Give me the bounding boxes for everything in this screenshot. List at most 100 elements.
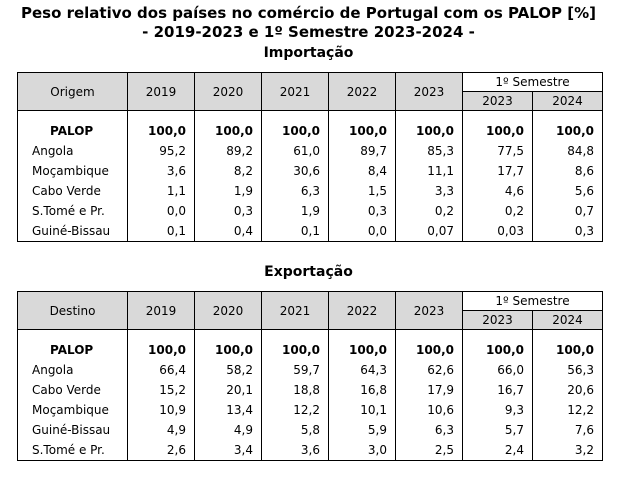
value-cell: 100,0: [395, 340, 463, 360]
value-cell: 2,5: [395, 440, 463, 461]
value-cell: 100,0: [328, 121, 396, 141]
country-name-cell: Guiné-Bissau: [17, 420, 128, 440]
value-cell: 3,3: [395, 181, 463, 201]
country-name-cell: Cabo Verde: [17, 181, 128, 201]
spacer-cell: [328, 329, 396, 340]
value-cell: 30,6: [261, 161, 329, 181]
value-cell: 0,3: [532, 221, 603, 242]
report-title-line2: - 2019-2023 e 1º Semestre 2023-2024 -: [142, 23, 475, 41]
spacer-cell: [17, 110, 128, 121]
value-cell: 20,1: [194, 380, 262, 400]
export-year-header: 2019: [127, 291, 195, 330]
value-cell: 8,4: [328, 161, 396, 181]
value-cell: 5,6: [532, 181, 603, 201]
value-cell: 0,4: [194, 221, 262, 242]
value-cell: 4,6: [462, 181, 533, 201]
value-cell: 66,4: [127, 360, 195, 380]
value-cell: 85,3: [395, 141, 463, 161]
spacer-cell: [462, 329, 533, 340]
value-cell: 7,6: [532, 420, 603, 440]
value-cell: 0,0: [127, 201, 195, 221]
import-year-header: 2019: [127, 72, 195, 111]
country-name-cell: Angola: [17, 360, 128, 380]
export-year-header: 2022: [328, 291, 396, 330]
value-cell: 0,3: [194, 201, 262, 221]
value-cell: 9,3: [462, 400, 533, 420]
value-cell: 64,3: [328, 360, 396, 380]
country-name-cell: S.Tomé e Pr.: [17, 201, 128, 221]
export-heading: Exportação: [264, 264, 353, 280]
value-cell: 12,2: [532, 400, 603, 420]
value-cell: 2,6: [127, 440, 195, 461]
import-semester-year-header: 2023: [462, 91, 533, 111]
value-cell: 0,0: [328, 221, 396, 242]
spacer-cell: [17, 329, 128, 340]
value-cell: 5,7: [462, 420, 533, 440]
value-cell: 6,3: [395, 420, 463, 440]
value-cell: 0,2: [395, 201, 463, 221]
value-cell: 1,5: [328, 181, 396, 201]
value-cell: 20,6: [532, 380, 603, 400]
value-cell: 100,0: [462, 121, 533, 141]
import-origin-header: Origem: [17, 72, 128, 111]
spacer-cell: [261, 329, 329, 340]
value-cell: 12,2: [261, 400, 329, 420]
value-cell: 0,3: [328, 201, 396, 221]
country-name-cell: Angola: [17, 141, 128, 161]
spacer-cell: [462, 110, 533, 121]
value-cell: 6,3: [261, 181, 329, 201]
value-cell: 10,9: [127, 400, 195, 420]
country-name-cell: PALOP: [17, 121, 128, 141]
value-cell: 62,6: [395, 360, 463, 380]
spacer-cell: [395, 329, 463, 340]
value-cell: 3,6: [261, 440, 329, 461]
value-cell: 17,9: [395, 380, 463, 400]
country-name-cell: PALOP: [17, 340, 128, 360]
export-semester-header: 1º Semestre: [462, 291, 603, 311]
value-cell: 77,5: [462, 141, 533, 161]
import-year-header: 2023: [395, 72, 463, 111]
value-cell: 0,2: [462, 201, 533, 221]
value-cell: 16,7: [462, 380, 533, 400]
value-cell: 56,3: [532, 360, 603, 380]
value-cell: 84,8: [532, 141, 603, 161]
table-row: Guiné-Bissau 0,1 0,4 0,1 0,0 0,07 0,03 0,3: [17, 221, 603, 242]
value-cell: 61,0: [261, 141, 329, 161]
table-row: PALOP 100,0 100,0 100,0 100,0 100,0 100,0 100,0: [17, 121, 603, 141]
value-cell: 4,9: [127, 420, 195, 440]
value-cell: 11,1: [395, 161, 463, 181]
value-cell: 100,0: [194, 340, 262, 360]
table-row: Angola 95,2 89,2 61,0 89,7 85,3 77,5 84,8: [17, 141, 603, 161]
value-cell: 100,0: [261, 121, 329, 141]
spacer-cell: [328, 110, 396, 121]
value-cell: 15,2: [127, 380, 195, 400]
value-cell: 5,9: [328, 420, 396, 440]
export-year-header: 2021: [261, 291, 329, 330]
value-cell: 59,7: [261, 360, 329, 380]
value-cell: 18,8: [261, 380, 329, 400]
value-cell: 100,0: [127, 121, 195, 141]
spacer-cell: [532, 329, 603, 340]
value-cell: 100,0: [395, 121, 463, 141]
value-cell: 16,8: [328, 380, 396, 400]
country-name-cell: Moçambique: [17, 400, 128, 420]
table-row: Moçambique 3,6 8,2 30,6 8,4 11,1 17,7 8,6: [17, 161, 603, 181]
value-cell: 100,0: [328, 340, 396, 360]
table-row: Moçambique 10,9 13,4 12,2 10,1 10,6 9,3 12,2: [17, 400, 603, 420]
table-row: PALOP 100,0 100,0 100,0 100,0 100,0 100,0 100,0: [17, 340, 603, 360]
country-name-cell: Moçambique: [17, 161, 128, 181]
country-name-cell: Guiné-Bissau: [17, 221, 128, 242]
value-cell: 1,9: [261, 201, 329, 221]
export-destination-header: Destino: [17, 291, 128, 330]
value-cell: 3,2: [532, 440, 603, 461]
value-cell: 3,6: [127, 161, 195, 181]
spacer-cell: [127, 329, 195, 340]
import-semester-header: 1º Semestre: [462, 72, 603, 92]
table-row: Cabo Verde 15,2 20,1 18,8 16,8 17,9 16,7 20,6: [17, 380, 603, 400]
value-cell: 0,1: [261, 221, 329, 242]
import-table: Origem 2019 2020 2021 2022 2023 1º Semes…: [17, 72, 603, 242]
export-semester-year-header: 2023: [462, 310, 533, 330]
value-cell: 66,0: [462, 360, 533, 380]
value-cell: 0,1: [127, 221, 195, 242]
value-cell: 100,0: [462, 340, 533, 360]
